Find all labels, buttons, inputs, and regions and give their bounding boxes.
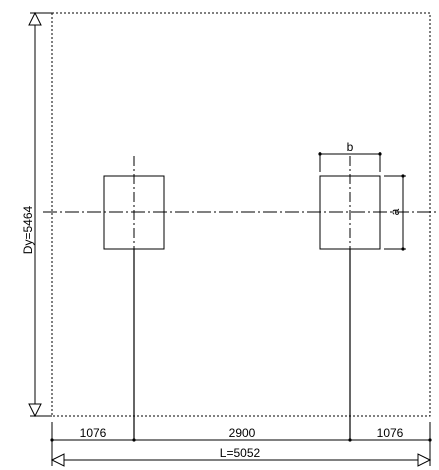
footing-outline	[51, 12, 431, 417]
segment-dimension: 1076 2900 1076	[50, 422, 432, 446]
column-depth-dimension: a	[384, 174, 406, 251]
center-spacing-label: 2900	[229, 426, 256, 440]
overall-height-label: Dy=5464	[21, 205, 35, 254]
column-depth-label: a	[388, 208, 402, 215]
column-width-label: b	[347, 140, 354, 154]
overall-width-dimension: L=5052	[50, 446, 432, 467]
overall-width-label: L=5052	[220, 446, 261, 460]
left-edge-distance-label: 1076	[80, 426, 107, 440]
right-edge-distance-label: 1076	[377, 426, 404, 440]
column-width-dimension: b	[318, 140, 382, 172]
overall-height-dimension: Dy=5464	[21, 11, 52, 418]
